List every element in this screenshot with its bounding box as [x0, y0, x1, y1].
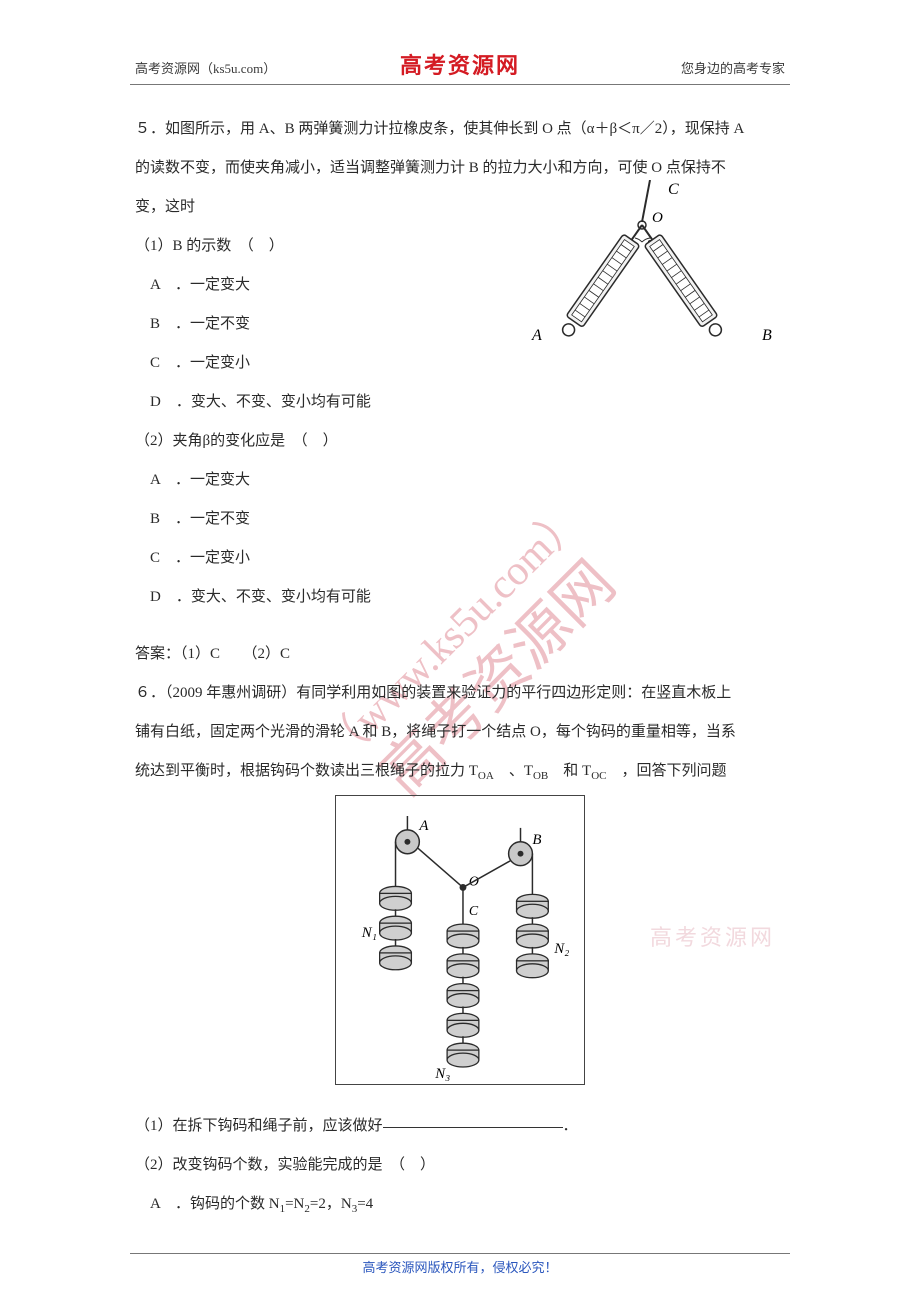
header-divider — [130, 84, 790, 85]
plabel-a: A — [418, 818, 429, 834]
q6a-b: =N — [285, 1196, 304, 1212]
q6a-c: =2，N — [310, 1196, 352, 1212]
label-o: O — [652, 210, 663, 226]
weights-n2 — [517, 894, 549, 977]
sub-ob: OB — [533, 770, 548, 782]
q5-p2-opt-c: C ．一定变小 — [135, 539, 785, 578]
figure-pulley-wrap: A B O C — [135, 795, 785, 1101]
q6-stem-line2: 铺有白纸，固定两个光滑的滑轮 A 和 B，将绳子打一个结点 O，每个钩码的重量相… — [135, 713, 785, 752]
label-n2: N₂ — [553, 941, 569, 957]
header-right: 您身边的高考专家 — [681, 58, 785, 77]
footer-divider — [130, 1253, 790, 1254]
q6-opt-a: A ．钩码的个数 N1=N2=2，N3=4 — [135, 1185, 785, 1224]
q5-p2-stem: （2）夹角β的变化应是 （ ） — [135, 422, 785, 461]
label-b: B — [762, 327, 772, 344]
q6-l3-d: ，回答下列问题 — [606, 763, 726, 779]
q6-stem-line1: ６．（2009 年惠州调研）有同学利用如图的装置来验证力的平行四边形定则：在竖直… — [135, 674, 785, 713]
q5-p2-opt-a: A ．一定变大 — [135, 461, 785, 500]
plabel-c: C — [469, 904, 479, 919]
page-body: ５．如图所示，用 A、B 两弹簧测力计拉橡皮条，使其伸长到 O 点（α＋β＜π／… — [135, 110, 785, 1224]
label-c: C — [668, 181, 679, 198]
header-left: 高考资源网（ks5u.com） — [135, 58, 276, 77]
q6-p1-a: （1）在拆下钩码和绳子前，应该做好 — [135, 1118, 383, 1134]
q6-p1: （1）在拆下钩码和绳子前，应该做好 ． — [135, 1107, 785, 1146]
q6a-a: A ．钩码的个数 N — [135, 1196, 280, 1212]
q5-p2-opt-d: D ．变大、不变、变小均有可能 — [135, 578, 785, 617]
page-header: 高考资源网（ks5u.com） 高考资源网 您身边的高考专家 — [0, 48, 920, 84]
sub-oc: OC — [591, 770, 606, 782]
q5-stem-line1: ５．如图所示，用 A、B 两弹簧测力计拉橡皮条，使其伸长到 O 点（α＋β＜π／… — [135, 110, 785, 149]
label-a: A — [531, 327, 542, 344]
sub-oa: OA — [478, 770, 494, 782]
spacer — [135, 617, 785, 635]
page-footer: 高考资源网版权所有，侵权必究！ — [0, 1257, 920, 1276]
q6-stem-line3: 统达到平衡时，根据钩码个数读出三根绳子的拉力 TOA 、TOB 和 TOC ，回… — [135, 752, 785, 791]
q6-l3-c: 和 T — [548, 763, 591, 779]
header-center-logo: 高考资源网 — [400, 48, 520, 80]
q5-p1-opt-d: D ．变大、不变、变小均有可能 — [135, 383, 785, 422]
figure-spring-scales: C O α β A — [500, 180, 785, 360]
label-n1: N₁ — [361, 925, 377, 941]
label-n3: N₃ — [434, 1066, 450, 1082]
q6-l3-b: 、T — [494, 763, 533, 779]
q5-p2-opt-b: B ．一定不变 — [135, 500, 785, 539]
q6-l3-a: 统达到平衡时，根据钩码个数读出三根绳子的拉力 T — [135, 763, 478, 779]
figure-pulley: A B O C — [335, 795, 585, 1085]
weights-n1 — [380, 886, 412, 969]
q6a-d: =4 — [357, 1196, 373, 1212]
blank-underline — [383, 1127, 563, 1128]
q5-answer: 答案：（1）C （2）C — [135, 635, 785, 674]
plabel-b: B — [532, 832, 541, 848]
q6-p2: （2）改变钩码个数，实验能完成的是 （ ） — [135, 1146, 785, 1185]
weights-n3 — [447, 924, 479, 1067]
q6-p1-b: ． — [563, 1118, 578, 1134]
